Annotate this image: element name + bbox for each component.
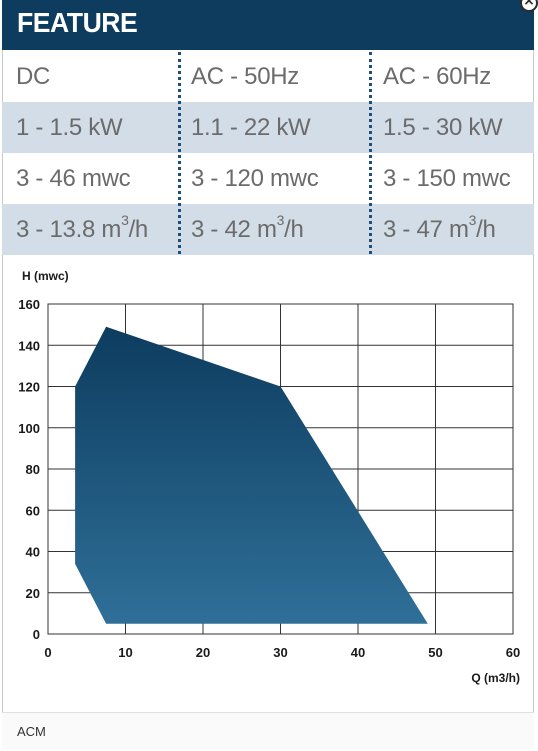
header-title: FEATURE: [17, 7, 138, 38]
column-divider: [178, 52, 181, 254]
y-tick-label: 80: [26, 462, 40, 477]
x-tick-label: 30: [273, 645, 287, 660]
table-row: 1 - 1.5 kW 1.1 - 22 kW 1.5 - 30 kW: [2, 102, 534, 153]
y-tick-label: 60: [26, 503, 40, 518]
table-cell: 1.5 - 30 kW: [383, 114, 503, 141]
y-tick-label: 0: [33, 627, 40, 642]
table-row: 3 - 13.8 m3/h 3 - 42 m3/h 3 - 47 m3/h: [2, 204, 534, 255]
table-cell: 1 - 1.5 kW: [16, 114, 123, 141]
table-row: DC AC - 50Hz AC - 60Hz: [2, 51, 534, 102]
footer-label: ACM: [17, 724, 46, 739]
x-tick-label: 0: [44, 645, 51, 660]
y-tick-label: 120: [18, 380, 40, 395]
feature-table: DC AC - 50Hz AC - 60Hz 1 - 1.5 kW 1.1 - …: [2, 51, 534, 255]
table-cell: 3 - 150 mwc: [383, 165, 511, 192]
table-cell: 3 - 42 m3/h: [191, 212, 304, 243]
table-cell: DC: [16, 63, 51, 90]
feature-header: FEATURE: [2, 0, 534, 50]
performance-chart: 0 10 20 30 40 50 60 0 20 40 60 80 100 120 140 160 H (mwc…: [18, 269, 520, 685]
x-tick-label: 10: [118, 645, 132, 660]
table-cell: 3 - 120 mwc: [191, 165, 319, 192]
footer: ACM: [2, 712, 534, 749]
y-axis-label: H (mwc): [22, 269, 69, 283]
table-cell: 1.1 - 22 kW: [191, 114, 311, 141]
table-cell: AC - 60Hz: [383, 63, 491, 90]
y-tick-label: 140: [18, 338, 40, 353]
x-axis-label: Q (m3/h): [471, 671, 520, 685]
table-cell: AC - 50Hz: [191, 63, 299, 90]
close-icon[interactable]: ×: [520, 0, 538, 12]
table-cell: 3 - 46 mwc: [16, 165, 131, 192]
plot-frame: [47, 303, 514, 635]
x-tick-label: 20: [196, 645, 210, 660]
table-cell: 3 - 13.8 m3/h: [16, 212, 148, 243]
column-divider: [369, 52, 372, 254]
operating-range-area: [75, 326, 428, 624]
table-row: 3 - 46 mwc 3 - 120 mwc 3 - 150 mwc: [2, 153, 534, 204]
table-cell: 3 - 47 m3/h: [383, 212, 496, 243]
x-tick-label: 40: [351, 645, 365, 660]
y-tick-label: 40: [26, 545, 40, 560]
x-tick-label: 50: [428, 645, 442, 660]
y-tick-label: 100: [18, 421, 40, 436]
y-tick-label: 20: [26, 586, 40, 601]
y-tick-label: 160: [18, 297, 40, 312]
x-tick-label: 60: [506, 645, 520, 660]
